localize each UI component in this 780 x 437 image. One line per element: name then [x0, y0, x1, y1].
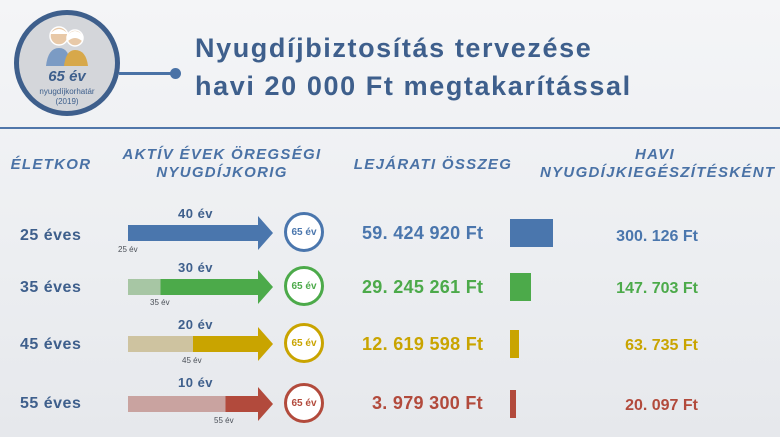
row-maturity-amount: 29. 245 261 Ft	[362, 277, 484, 297]
column-header-monthly: HAVI NYUGDÍJKIEGÉSZÍTÉSKÉNT	[540, 146, 776, 182]
retirement-marker: 65 év	[284, 266, 324, 306]
badge-subtitle: nyugdíjkorhatár	[39, 87, 95, 96]
retirement-age-badge	[14, 10, 120, 116]
column-header-monthly-line-1: HAVI	[635, 146, 675, 163]
row-maturity-bar	[510, 273, 532, 301]
column-header-maturity: LEJÁRATI ÖSSZEG	[353, 156, 513, 173]
arrow-head	[258, 327, 273, 361]
row-years-label: 40 év	[178, 206, 214, 221]
arrow-head	[258, 216, 273, 250]
row-monthly-amount: 147. 703 Ft	[616, 280, 698, 297]
arrow-active-segment	[160, 279, 258, 295]
row-maturity-bar	[510, 219, 553, 247]
row-age-label: 55 éves	[20, 395, 82, 412]
column-header-active-years-line-1: AKTÍV ÉVEK ÖREGSÉGI	[122, 146, 322, 163]
column-header-active-years-line-2: NYUGDÍJKORIG	[156, 164, 288, 181]
badge-connector-line	[119, 72, 175, 75]
arrow-inactive-segment	[128, 336, 193, 352]
retirement-marker: 65 év	[284, 383, 324, 423]
row-monthly-amount: 300. 126 Ft	[616, 228, 698, 245]
elderly-couple-icon	[46, 26, 88, 66]
row-start-label: 35 év	[150, 298, 170, 307]
row-monthly-amount: 63. 735 Ft	[625, 337, 698, 354]
page-title-line-1: Nyugdíjbiztosítás tervezése	[195, 33, 593, 63]
row-maturity-amount: 59. 424 920 Ft	[362, 223, 484, 243]
row-years-label: 10 év	[178, 375, 214, 390]
arrow-inactive-segment	[128, 396, 226, 412]
arrow-head	[258, 270, 273, 304]
row-monthly-amount: 20. 097 Ft	[625, 397, 698, 414]
column-header-age: ÉLETKOR	[10, 156, 92, 173]
arrow-active-segment	[128, 225, 258, 241]
row-maturity-amount: 12. 619 598 Ft	[362, 334, 484, 354]
column-header-active-years: AKTÍV ÉVEK ÖREGSÉGI NYUGDÍJKORIG	[122, 146, 322, 182]
column-header-monthly-line-2: NYUGDÍJKIEGÉSZÍTÉSKÉNT	[540, 164, 776, 181]
retirement-marker: 65 év	[284, 212, 324, 252]
row-age-label: 35 éves	[20, 279, 82, 296]
badge-age: 65 év	[48, 68, 86, 85]
row-start-label: 25 év	[118, 245, 138, 254]
row-maturity-bar	[510, 390, 516, 418]
row-years-label: 20 év	[178, 317, 214, 332]
row-start-label: 55 év	[214, 416, 234, 425]
badge-connector-dot	[170, 68, 181, 79]
row-age-label: 25 éves	[20, 227, 82, 244]
arrow-active-segment	[225, 396, 258, 412]
badge-year: (2019)	[55, 97, 79, 106]
row-start-label: 45 év	[182, 356, 202, 365]
arrow-active-segment	[193, 336, 258, 352]
retirement-marker: 65 év	[284, 323, 324, 363]
row-maturity-amount: 3. 979 300 Ft	[372, 393, 483, 413]
header-divider	[0, 127, 780, 129]
row-years-label: 30 év	[178, 260, 214, 275]
page-title-line-2: havi 20 000 Ft megtakarítással	[195, 71, 632, 101]
arrow-inactive-segment	[128, 279, 161, 295]
row-age-label: 45 éves	[20, 336, 82, 353]
arrow-head	[258, 387, 273, 421]
row-maturity-bar	[510, 330, 520, 358]
